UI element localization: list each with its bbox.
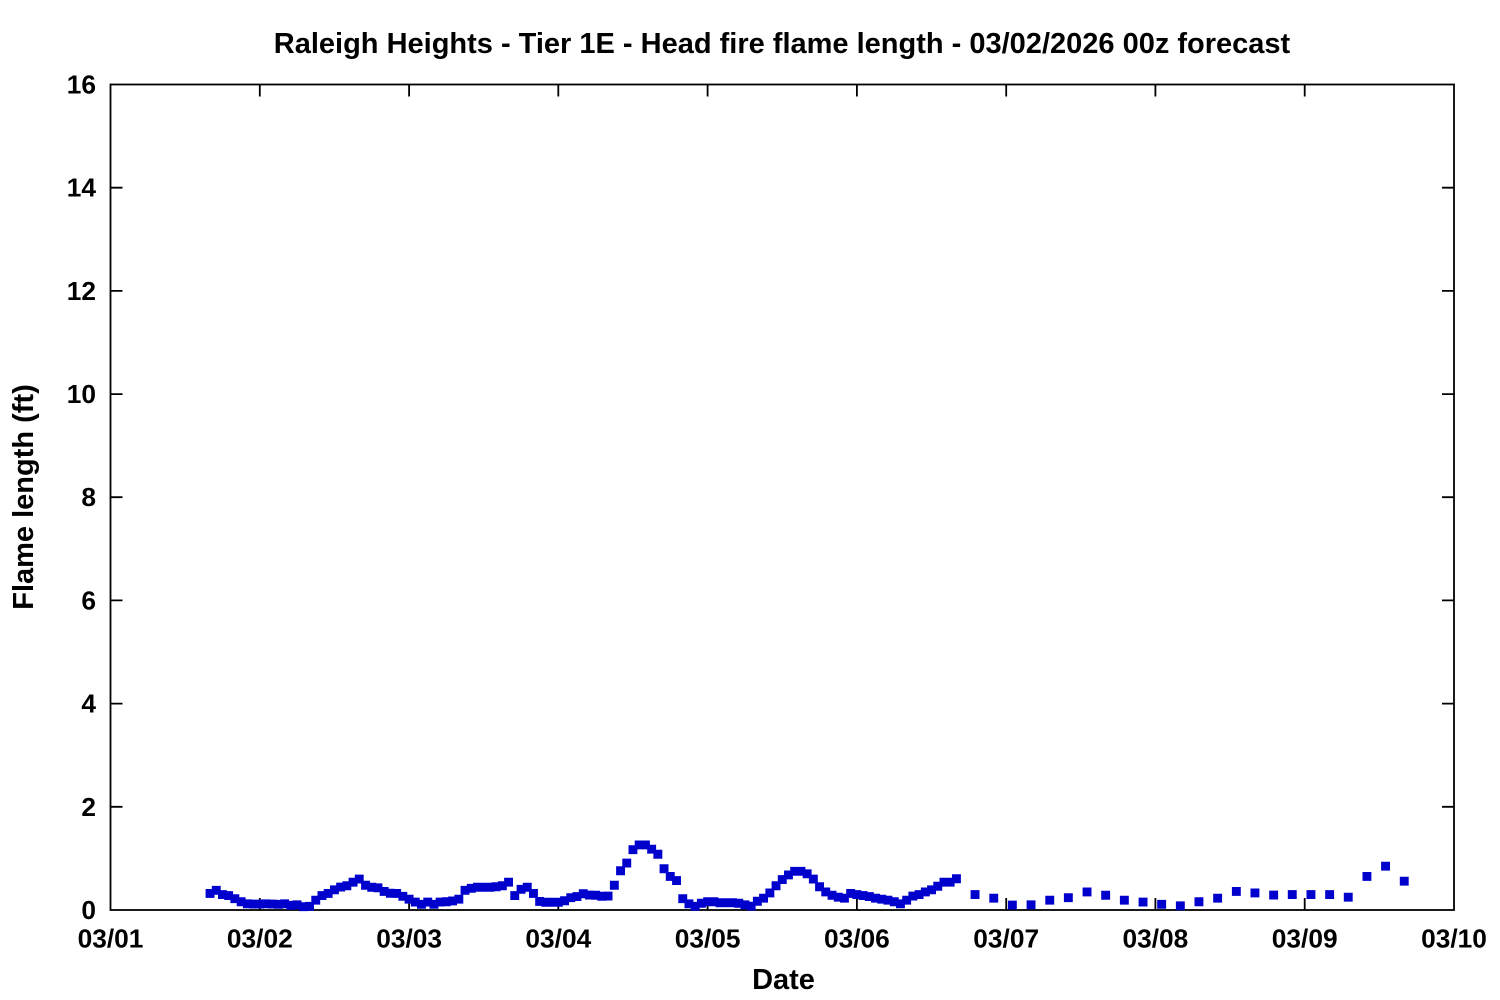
svg-text:Raleigh Heights - Tier 1E - He: Raleigh Heights - Tier 1E - Head fire fl…	[274, 28, 1291, 60]
svg-text:Date: Date	[752, 964, 815, 996]
svg-text:10: 10	[67, 379, 96, 409]
svg-text:4: 4	[81, 689, 96, 719]
svg-text:03/02: 03/02	[227, 924, 293, 954]
svg-text:03/08: 03/08	[1122, 924, 1188, 954]
svg-text:14: 14	[67, 173, 97, 203]
svg-text:0: 0	[81, 895, 96, 925]
svg-text:16: 16	[67, 70, 96, 100]
svg-text:Flame length (ft): Flame length (ft)	[8, 384, 40, 610]
svg-text:8: 8	[81, 482, 96, 512]
svg-text:03/05: 03/05	[675, 924, 741, 954]
svg-text:6: 6	[81, 585, 96, 615]
svg-text:03/04: 03/04	[525, 924, 591, 954]
svg-text:03/10: 03/10	[1421, 924, 1487, 954]
svg-text:03/03: 03/03	[376, 924, 442, 954]
svg-text:03/09: 03/09	[1272, 924, 1338, 954]
svg-text:2: 2	[81, 792, 96, 822]
svg-text:03/07: 03/07	[973, 924, 1039, 954]
svg-text:03/06: 03/06	[824, 924, 890, 954]
svg-text:12: 12	[67, 276, 96, 306]
svg-text:03/01: 03/01	[78, 924, 144, 954]
